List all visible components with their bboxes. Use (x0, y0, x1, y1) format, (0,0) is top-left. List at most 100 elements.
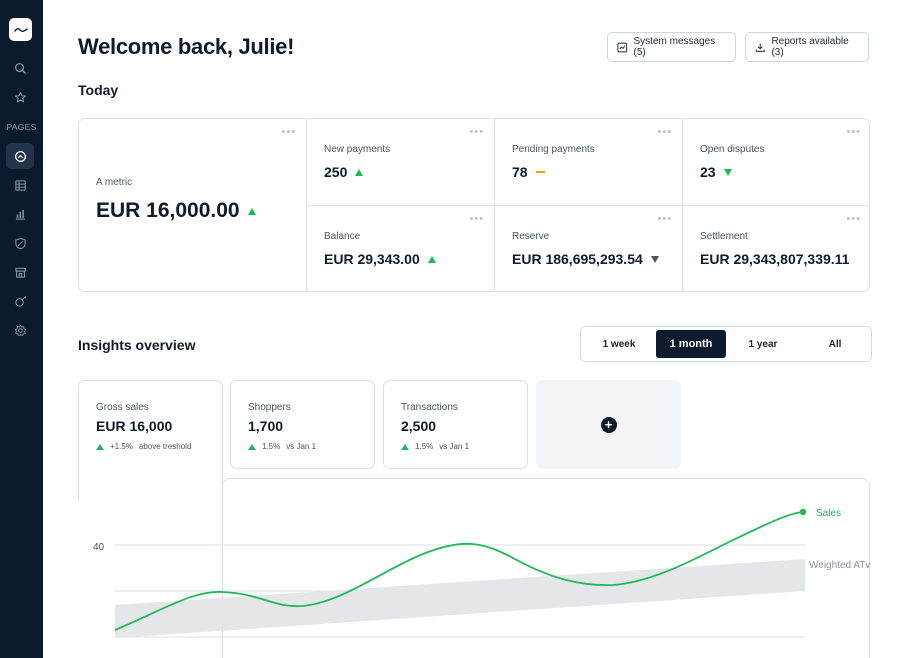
today-title: Today (78, 82, 119, 98)
tab-label: Shoppers (248, 402, 291, 413)
trend-down-icon (650, 255, 659, 263)
more-icon[interactable]: ••• (846, 213, 861, 225)
sales-endpoint[interactable] (799, 508, 807, 516)
more-icon[interactable]: ••• (657, 213, 672, 225)
range-1-month[interactable]: 1 month (656, 330, 726, 358)
tab-label: Gross sales (96, 402, 149, 413)
metric-pending-payments[interactable]: ••• Pending payments 78 (495, 119, 683, 206)
search-icon[interactable] (10, 58, 30, 78)
metric-value: 23 (700, 164, 732, 180)
range-all[interactable]: All (828, 338, 842, 350)
metric-open-disputes[interactable]: ••• Open disputes 23 (683, 119, 869, 206)
chart-panel (222, 478, 870, 658)
sales-line (114, 511, 804, 631)
dashboard-icon[interactable] (6, 143, 34, 169)
metric-amount: 250 (324, 164, 348, 180)
tab-change-value: 1.5% (262, 442, 281, 451)
tab-label: Transactions (401, 402, 458, 413)
tab-change: +1.5% above treshold (96, 442, 191, 451)
trend-down-icon (723, 168, 732, 176)
metric-label: Pending payments (512, 144, 595, 155)
reports-button[interactable]: Reports available (3) (745, 32, 869, 62)
pages-label: PAGES (6, 122, 37, 132)
metric-main-amount: EUR 16,000.00 (96, 199, 240, 222)
plus-icon: + (600, 416, 617, 433)
tab-transactions[interactable]: Transactions 2,500 1.5% vs Jan 1 (383, 380, 528, 469)
star-icon[interactable] (10, 87, 30, 107)
gear-icon[interactable] (10, 320, 30, 340)
metric-settlement[interactable]: ••• Settlement EUR 29,343,807,339.11 (683, 206, 869, 291)
metric-new-payments[interactable]: ••• New payments 250 (307, 119, 495, 206)
download-icon (755, 43, 765, 52)
metric-label: New payments (324, 144, 391, 155)
trend-up-icon (401, 443, 409, 450)
more-icon[interactable]: ••• (281, 126, 296, 138)
metric-amount: 78 (512, 164, 528, 180)
tab-value: 1,700 (248, 418, 284, 434)
metric-amount: EUR 29,343,807,339.11 (700, 251, 850, 267)
more-icon[interactable]: ••• (469, 126, 484, 138)
metric-reserve[interactable]: ••• Reserve EUR 186,695,293.54 (495, 206, 683, 291)
series-label-weighted: Weighted ATv (809, 560, 871, 571)
metrics-card: ••• A metric EUR 16,000.00 ••• New payme… (78, 118, 870, 292)
system-messages-button[interactable]: System messages (5) (607, 32, 736, 62)
more-icon[interactable]: ••• (657, 126, 672, 138)
sidebar: PAGES (0, 0, 43, 658)
metric-main-label: A metric (96, 177, 133, 188)
metric-balance[interactable]: ••• Balance EUR 29,343.00 (307, 206, 495, 291)
metric-label: Reserve (512, 231, 550, 242)
metric-label: Open disputes (700, 144, 765, 155)
trend-flat-icon (535, 171, 545, 173)
bar-chart-icon[interactable] (10, 204, 30, 224)
insights-title: Insights overview (78, 337, 196, 353)
metric-value: 78 (512, 164, 545, 180)
range-1-year[interactable]: 1 year (748, 338, 778, 350)
metric-amount: EUR 186,695,293.54 (512, 251, 643, 267)
series-label-weighted-wrap: Weighted ATv (809, 560, 871, 571)
store-icon[interactable] (10, 262, 30, 282)
tab-change: 1.5% vs Jan 1 (248, 442, 316, 451)
trend-up-icon (247, 207, 256, 215)
metric-main[interactable]: ••• A metric EUR 16,000.00 (79, 119, 307, 291)
trend-up-icon (427, 255, 436, 263)
range-1-week[interactable]: 1 week (602, 338, 636, 350)
metric-amount: 23 (700, 164, 716, 180)
table-icon[interactable] (10, 175, 30, 195)
metric-value: 250 (324, 164, 364, 180)
metric-label: Settlement (700, 231, 748, 242)
trend-up-icon (96, 443, 104, 450)
tab-change-value: 1.5% (415, 442, 434, 451)
reports-label: Reports available (3) (771, 36, 849, 58)
tab-change-value: +1.5% (110, 442, 133, 451)
page-title: Welcome back, Julie! (78, 34, 295, 59)
tab-gross-sales[interactable]: Gross sales EUR 16,000 +1.5% above tresh… (78, 380, 223, 500)
metric-value: EUR 29,343,807,339.11 (700, 251, 849, 267)
more-icon[interactable]: ••• (846, 126, 861, 138)
metric-main-value: EUR 16,000.00 (96, 199, 256, 223)
tab-change-note: above treshold (138, 442, 192, 451)
trend-up-icon (355, 168, 364, 176)
weighted-atv-band (115, 559, 805, 638)
metric-value: EUR 186,695,293.54 (512, 251, 659, 267)
system-messages-label: System messages (5) (633, 36, 716, 58)
add-metric-button[interactable]: + (536, 380, 681, 469)
y-tick-label: 40 (93, 542, 105, 553)
metric-amount: EUR 29,343.00 (324, 251, 420, 267)
shield-icon[interactable] (10, 233, 30, 253)
range-selector: 1 week 1 month 1 year All (580, 326, 872, 362)
trend-up-icon (248, 443, 256, 450)
tab-change-note: vs Jan 1 (286, 442, 317, 451)
tab-value: 2,500 (401, 418, 437, 434)
metric-value: EUR 29,343.00 (324, 251, 436, 267)
chart-box-icon (617, 42, 628, 52)
tab-value: EUR 16,000 (96, 418, 173, 434)
tab-change: 1.5% vs Jan 1 (401, 442, 469, 451)
more-icon[interactable]: ••• (469, 213, 484, 225)
metric-label: Balance (324, 231, 361, 242)
series-label-sales: Sales (816, 508, 841, 519)
tab-change-note: vs Jan 1 (439, 442, 470, 451)
tab-shoppers[interactable]: Shoppers 1,700 1.5% vs Jan 1 (230, 380, 375, 469)
tag-icon[interactable] (10, 291, 30, 311)
logo-icon[interactable] (9, 18, 32, 41)
sales-chart: 40 Sales Weighted ATv (93, 508, 871, 638)
